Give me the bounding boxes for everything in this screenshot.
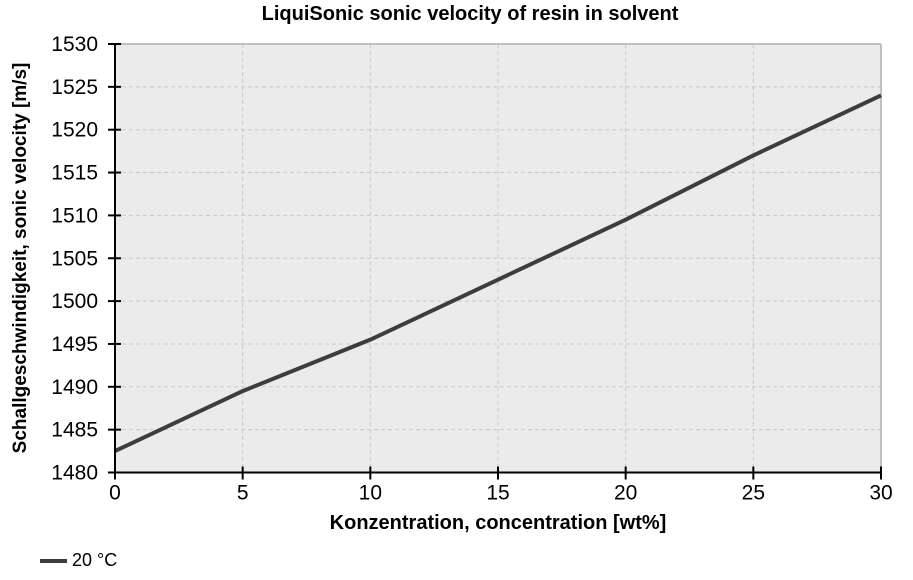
x-tick-label: 0: [109, 482, 121, 505]
chart-title: LiquiSonic sonic velocity of resin in so…: [261, 3, 679, 25]
legend: 20 °C: [40, 550, 117, 571]
y-tick-label: 1520: [51, 119, 98, 142]
legend-label: 20 °C: [72, 550, 118, 570]
y-tick-label: 1510: [51, 204, 98, 227]
y-tick-label: 1530: [51, 33, 98, 56]
legend-line-swatch: [40, 558, 67, 563]
x-tick-label: 20: [614, 482, 637, 505]
y-tick-label: 1495: [51, 333, 98, 356]
y-tick-label: 1525: [51, 76, 98, 99]
y-tick-label: 1515: [51, 162, 98, 185]
series-line: [114, 93, 882, 453]
y-tick-label: 1500: [51, 290, 98, 313]
y-tick-label: 1505: [51, 247, 98, 270]
x-tick-label: 5: [237, 482, 249, 505]
x-tick-label: 25: [742, 482, 765, 505]
x-tick-label: 15: [486, 482, 509, 505]
x-tick-label: 10: [359, 482, 382, 505]
y-tick-label: 1480: [51, 462, 98, 485]
y-tick-label: 1485: [51, 419, 98, 442]
y-tick-label: 1490: [51, 376, 98, 399]
x-axis-title: Konzentration, concentration [wt%]: [329, 512, 667, 534]
x-tick-label: 30: [869, 482, 892, 505]
